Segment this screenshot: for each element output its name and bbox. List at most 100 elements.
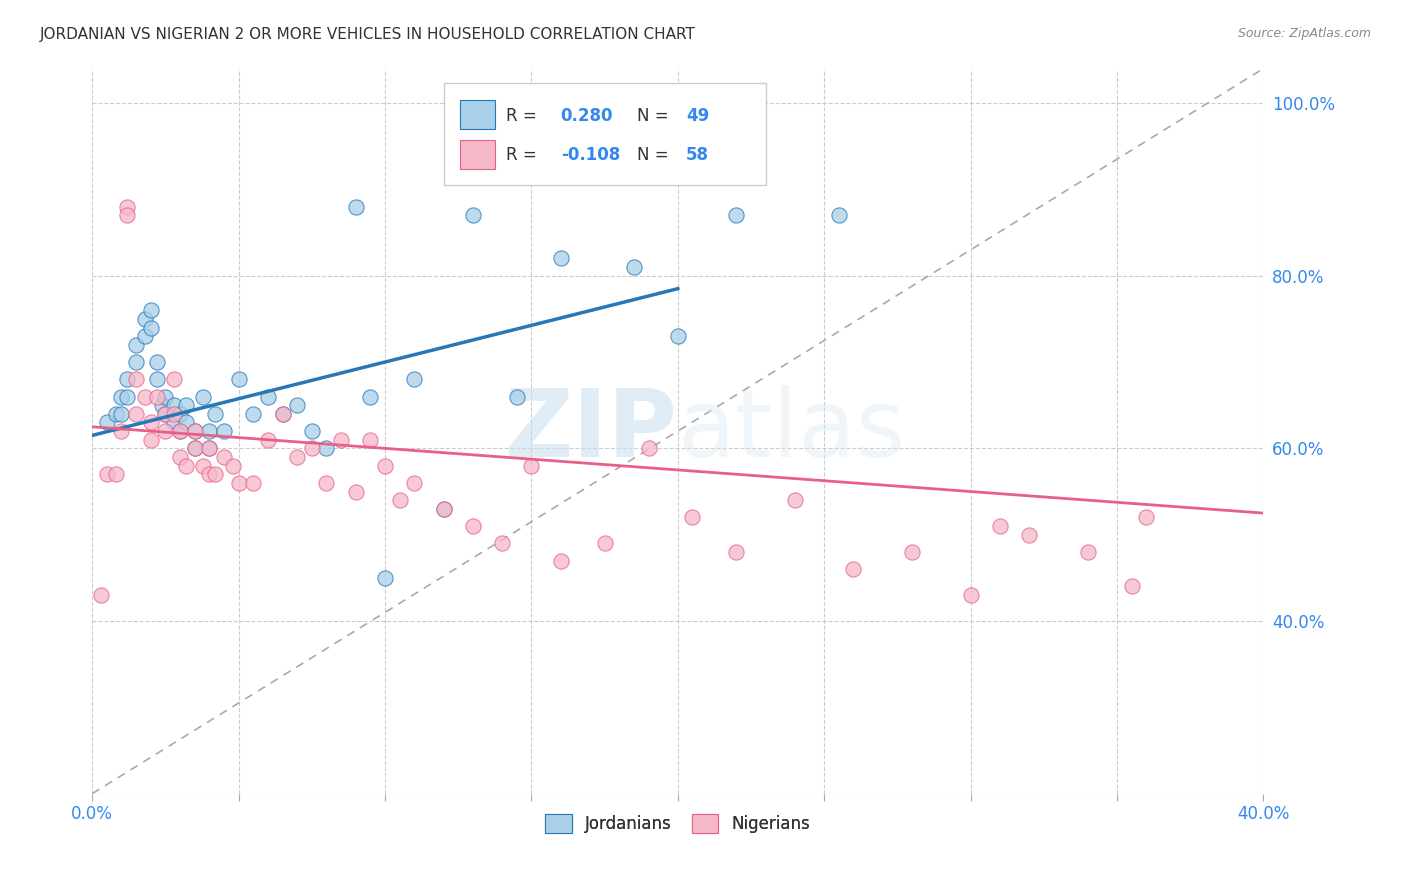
Point [183,442,205,456]
Point [152,398,174,412]
Point [125,372,148,386]
Point [374,458,396,473]
FancyBboxPatch shape [460,101,495,129]
Point [163,407,186,421]
Point [145,372,167,386]
Point [155,390,177,404]
Point [110,390,132,404]
Point [344,200,367,214]
Point [169,407,191,421]
Point [134,329,156,343]
Point [117,372,139,386]
Point [666,329,689,343]
Point [163,398,186,412]
Point [491,536,513,550]
Point [550,553,572,567]
Point [285,398,308,412]
Text: N =: N = [637,145,673,164]
Point [637,442,659,456]
Point [359,433,381,447]
Point [242,407,264,421]
Point [461,208,484,222]
Point [374,571,396,585]
Point [222,458,245,473]
Point [169,424,191,438]
Point [198,442,221,456]
Point [315,475,337,490]
Point [117,208,139,222]
Point [271,407,294,421]
Point [169,450,191,464]
Point [110,407,132,421]
Point [432,501,454,516]
Point [285,450,308,464]
Point [359,390,381,404]
Point [725,545,748,559]
Point [301,424,323,438]
Point [257,390,280,404]
Point [183,424,205,438]
Point [155,407,177,421]
Point [344,484,367,499]
Point [96,467,118,482]
Point [198,467,221,482]
Point [90,588,112,602]
Point [145,390,167,404]
Point [623,260,645,274]
Point [681,510,703,524]
Text: 58: 58 [686,145,709,164]
Point [198,424,221,438]
Text: R =: R = [506,145,541,164]
Point [842,562,865,576]
Point [1018,527,1040,541]
Point [228,475,250,490]
Point [193,390,215,404]
Point [134,311,156,326]
Point [125,355,148,369]
Text: -0.108: -0.108 [561,145,620,164]
Legend: Jordanians, Nigerians: Jordanians, Nigerians [538,807,817,839]
Point [125,407,148,421]
Point [183,424,205,438]
Point [228,372,250,386]
Point [96,416,118,430]
Point [139,433,162,447]
Point [145,355,167,369]
Point [134,390,156,404]
Point [257,433,280,447]
Point [193,458,215,473]
FancyBboxPatch shape [460,139,495,169]
Point [461,519,484,533]
Point [271,407,294,421]
Point [301,442,323,456]
Point [242,475,264,490]
Point [330,433,353,447]
Point [174,398,197,412]
Point [139,416,162,430]
Point [506,390,529,404]
Point [104,407,127,421]
Point [1077,545,1099,559]
Point [174,416,197,430]
Point [404,475,426,490]
Text: N =: N = [637,107,673,125]
Text: JORDANIAN VS NIGERIAN 2 OR MORE VEHICLES IN HOUSEHOLD CORRELATION CHART: JORDANIAN VS NIGERIAN 2 OR MORE VEHICLES… [39,27,695,42]
Point [204,467,226,482]
Point [183,442,205,456]
Text: Source: ZipAtlas.com: Source: ZipAtlas.com [1237,27,1371,40]
Point [174,458,197,473]
Point [155,407,177,421]
Point [104,467,127,482]
Point [550,252,572,266]
FancyBboxPatch shape [443,83,766,185]
Point [110,424,132,438]
Point [139,303,162,318]
Point [828,208,851,222]
Point [959,588,981,602]
Point [155,424,177,438]
Point [783,493,806,508]
Point [198,442,221,456]
Text: ZIP: ZIP [505,385,678,477]
Point [125,338,148,352]
Point [117,390,139,404]
